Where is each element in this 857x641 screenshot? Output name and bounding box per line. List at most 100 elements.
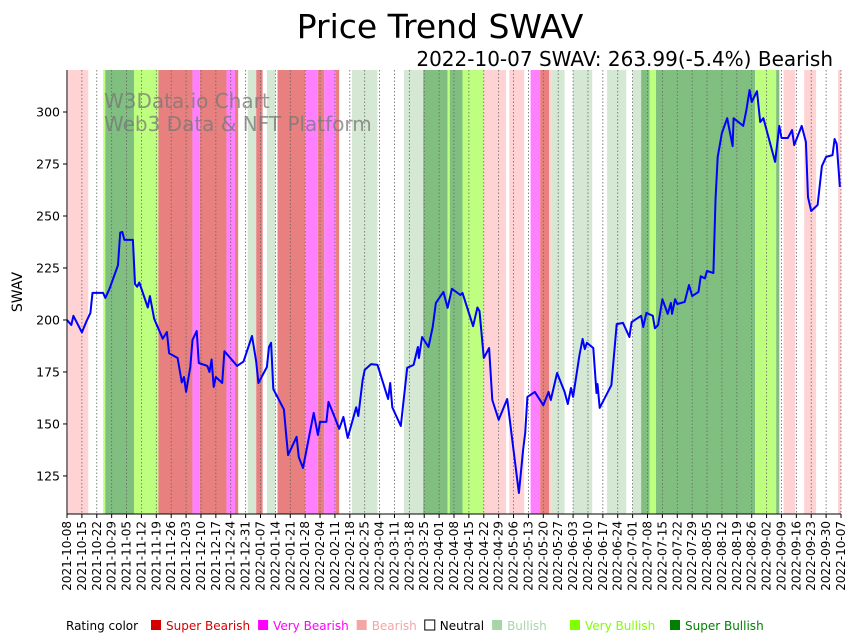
legend-swatch [492,620,503,630]
x-tick-label: 2022-09-16 [789,521,803,591]
x-tick-label: 2021-11-26 [164,521,178,591]
x-tick-label: 2022-05-06 [507,521,521,591]
band-bullish [573,70,593,514]
legend-swatch [151,620,161,630]
x-tick-label: 2022-07-01 [626,521,640,591]
band-super-bearish [158,70,193,514]
band-very-bearish [530,70,541,514]
y-tick-label: 125 [36,468,60,483]
band-super-bearish [540,70,550,514]
x-tick-label: 2021-12-17 [209,521,223,591]
band-very-bullish [447,70,450,514]
x-tick-label: 2022-08-26 [745,521,759,591]
x-tick-label: 2022-04-29 [492,521,506,591]
band-bullish [607,70,627,514]
band-super-bearish [199,70,227,514]
watermark-line-2: Web3 Data & NFT Platform [104,112,372,136]
band-bearish [549,70,552,514]
watermark-line-1: W3Data.io Chart [104,89,270,113]
x-tick-label: 2022-06-17 [596,521,610,591]
x-tick-label: 2022-09-02 [760,521,774,591]
band-super-bullish [776,70,780,514]
legend-swatch [258,620,269,630]
band-very-bullish [133,70,159,514]
legend-label: Super Bullish [685,619,764,633]
x-tick-label: 2022-06-03 [566,521,580,591]
band-bearish [804,70,817,514]
x-tick-label: 2021-10-22 [90,521,104,591]
legend-title: Rating color [66,619,138,633]
chart-subtitle: 2022-10-07 SWAV: 263.99(-5.4%) Bearish [416,47,833,71]
legend: Rating color Super Bearish Very Bearish Bea… [66,619,764,633]
x-tick-label: 2022-02-25 [358,521,372,591]
y-tick-label: 250 [36,208,60,223]
y-tick-label: 275 [36,156,60,171]
band-bullish [266,70,276,514]
gridlines [66,70,842,514]
legend-swatch [570,620,580,630]
x-tick-label: 2022-01-14 [268,521,282,591]
band-bearish [838,70,841,514]
price-line [66,89,841,494]
y-tick-label: 200 [36,312,60,327]
y-tick-label: 150 [36,416,60,431]
x-tick-label: 2022-06-24 [611,521,625,591]
y-tick-label: 225 [36,260,60,275]
x-tick-label: 2022-07-08 [641,521,655,591]
x-tick-label: 2022-04-08 [447,521,461,591]
band-very-bearish [324,70,336,514]
x-tick-label: 2022-02-18 [343,521,357,591]
x-tick-label: 2022-04-15 [462,521,476,591]
x-tick-label: 2021-11-19 [149,521,163,591]
rating-bands [68,70,841,514]
x-tick-label: 2022-02-11 [328,521,342,591]
legend-label: Super Bearish [166,619,250,633]
x-tick-label: 2022-04-01 [432,521,446,591]
x-tick-label: 2021-12-10 [194,521,208,591]
band-very-bullish [649,70,657,514]
band-super-bearish [256,70,263,514]
band-super-bearish [317,70,325,514]
legend-label: Bearish [372,619,417,633]
x-tick-label: 2021-12-24 [224,521,238,591]
x-tick-label: 2022-08-05 [700,521,714,591]
band-super-bullish [656,70,756,514]
legend-label: Very Bearish [273,619,349,633]
y-tick-label: 175 [36,364,60,379]
x-tick-label: 2022-05-27 [551,521,565,591]
legend-label: Very Bullish [585,619,655,633]
band-bearish [783,70,796,514]
x-tick-label: 2021-11-12 [134,521,148,591]
band-very-bearish [305,70,318,514]
x-tick-label: 2022-01-28 [298,521,312,591]
band-super-bullish [105,70,134,514]
band-very-bullish [103,70,106,514]
x-tick-label: 2022-02-04 [313,521,327,591]
band-super-bullish [641,70,650,514]
band-super-bearish [335,70,340,514]
band-bullish [247,70,257,514]
x-tick-label: 2022-03-11 [387,521,401,591]
x-tick-label: 2022-06-10 [581,521,595,591]
x-tick-label: 2021-10-08 [60,521,74,591]
band-super-bearish [277,70,306,514]
legend-label: Bullish [507,619,547,633]
x-tick-label: 2021-11-05 [120,521,134,591]
x-tick-label: 2022-09-30 [819,521,833,591]
band-bullish [632,70,642,514]
band-bearish [509,70,525,514]
x-tick-label: 2022-01-21 [283,521,297,591]
x-tick-label: 2022-07-22 [670,521,684,591]
x-tick-label: 2021-10-29 [105,521,119,591]
band-very-bearish [192,70,200,514]
x-tick-label: 2022-01-07 [254,521,268,591]
x-tick-label: 2022-03-04 [373,521,387,591]
x-tick-label: 2022-10-07 [834,521,848,591]
x-tick-label: 2021-10-15 [75,521,89,591]
band-bullish [404,70,424,514]
x-tick-label: 2021-12-31 [239,521,253,591]
legend-swatch [356,620,367,630]
band-bearish [68,70,89,514]
y-axis-label: SWAV [10,271,26,312]
band-very-bullish [755,70,777,514]
